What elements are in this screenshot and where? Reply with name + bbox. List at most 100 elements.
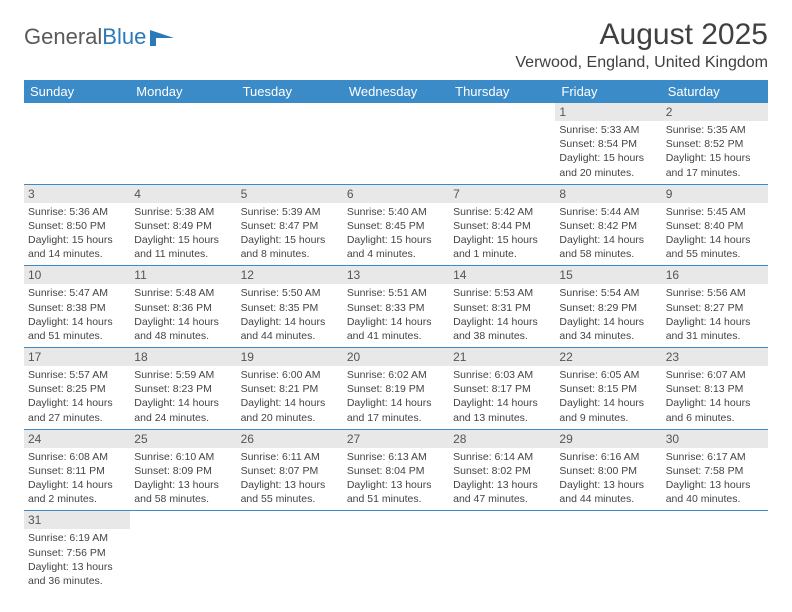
day-number (555, 511, 661, 529)
calendar-row: 17Sunrise: 5:57 AMSunset: 8:25 PMDayligh… (24, 348, 768, 430)
header-right: August 2025 Verwood, England, United Kin… (515, 18, 768, 72)
day-number (662, 511, 768, 529)
day-details: Sunrise: 5:51 AMSunset: 8:33 PMDaylight:… (343, 284, 449, 347)
page-header: GeneralBlue August 2025 Verwood, England… (24, 18, 768, 72)
day-details: Sunrise: 5:38 AMSunset: 8:49 PMDaylight:… (130, 203, 236, 266)
calendar-cell: 26Sunrise: 6:11 AMSunset: 8:07 PMDayligh… (237, 429, 343, 511)
calendar-body: 1Sunrise: 5:33 AMSunset: 8:54 PMDaylight… (24, 103, 768, 592)
day-number (449, 511, 555, 529)
calendar-cell: 7Sunrise: 5:42 AMSunset: 8:44 PMDaylight… (449, 184, 555, 266)
day-details: Sunrise: 5:33 AMSunset: 8:54 PMDaylight:… (555, 121, 661, 184)
day-details: Sunrise: 5:45 AMSunset: 8:40 PMDaylight:… (662, 203, 768, 266)
day-details: Sunrise: 6:00 AMSunset: 8:21 PMDaylight:… (237, 366, 343, 429)
day-number: 29 (555, 430, 661, 448)
calendar-cell: 15Sunrise: 5:54 AMSunset: 8:29 PMDayligh… (555, 266, 661, 348)
day-number: 6 (343, 185, 449, 203)
calendar-cell (237, 103, 343, 184)
day-number: 11 (130, 266, 236, 284)
calendar-cell (449, 511, 555, 592)
day-number (130, 511, 236, 529)
day-details: Sunrise: 5:47 AMSunset: 8:38 PMDaylight:… (24, 284, 130, 347)
day-number: 9 (662, 185, 768, 203)
calendar-cell: 27Sunrise: 6:13 AMSunset: 8:04 PMDayligh… (343, 429, 449, 511)
weekday-header: Friday (555, 80, 661, 103)
calendar-cell: 2Sunrise: 5:35 AMSunset: 8:52 PMDaylight… (662, 103, 768, 184)
day-number: 3 (24, 185, 130, 203)
calendar-cell: 12Sunrise: 5:50 AMSunset: 8:35 PMDayligh… (237, 266, 343, 348)
day-number: 23 (662, 348, 768, 366)
day-number: 14 (449, 266, 555, 284)
day-number: 2 (662, 103, 768, 121)
location: Verwood, England, United Kingdom (515, 54, 768, 72)
calendar-cell: 18Sunrise: 5:59 AMSunset: 8:23 PMDayligh… (130, 348, 236, 430)
calendar-cell: 24Sunrise: 6:08 AMSunset: 8:11 PMDayligh… (24, 429, 130, 511)
calendar-row: 24Sunrise: 6:08 AMSunset: 8:11 PMDayligh… (24, 429, 768, 511)
calendar-row: 31Sunrise: 6:19 AMSunset: 7:56 PMDayligh… (24, 511, 768, 592)
calendar-cell: 4Sunrise: 5:38 AMSunset: 8:49 PMDaylight… (130, 184, 236, 266)
logo-text-1: General (24, 24, 102, 50)
calendar-cell: 9Sunrise: 5:45 AMSunset: 8:40 PMDaylight… (662, 184, 768, 266)
calendar-cell: 22Sunrise: 6:05 AMSunset: 8:15 PMDayligh… (555, 348, 661, 430)
calendar-cell: 10Sunrise: 5:47 AMSunset: 8:38 PMDayligh… (24, 266, 130, 348)
day-number (237, 511, 343, 529)
day-number: 25 (130, 430, 236, 448)
day-details: Sunrise: 5:44 AMSunset: 8:42 PMDaylight:… (555, 203, 661, 266)
calendar-cell: 1Sunrise: 5:33 AMSunset: 8:54 PMDaylight… (555, 103, 661, 184)
calendar-cell (130, 103, 236, 184)
day-number: 19 (237, 348, 343, 366)
day-details: Sunrise: 6:13 AMSunset: 8:04 PMDaylight:… (343, 448, 449, 511)
day-details: Sunrise: 6:03 AMSunset: 8:17 PMDaylight:… (449, 366, 555, 429)
day-details: Sunrise: 6:10 AMSunset: 8:09 PMDaylight:… (130, 448, 236, 511)
day-number: 31 (24, 511, 130, 529)
calendar-cell: 28Sunrise: 6:14 AMSunset: 8:02 PMDayligh… (449, 429, 555, 511)
calendar-row: 3Sunrise: 5:36 AMSunset: 8:50 PMDaylight… (24, 184, 768, 266)
calendar-cell: 17Sunrise: 5:57 AMSunset: 8:25 PMDayligh… (24, 348, 130, 430)
day-number (237, 103, 343, 121)
day-number: 24 (24, 430, 130, 448)
calendar-cell (24, 103, 130, 184)
day-details: Sunrise: 6:14 AMSunset: 8:02 PMDaylight:… (449, 448, 555, 511)
day-details: Sunrise: 5:56 AMSunset: 8:27 PMDaylight:… (662, 284, 768, 347)
calendar-cell: 21Sunrise: 6:03 AMSunset: 8:17 PMDayligh… (449, 348, 555, 430)
day-details: Sunrise: 6:11 AMSunset: 8:07 PMDaylight:… (237, 448, 343, 511)
day-number (24, 103, 130, 121)
day-number: 1 (555, 103, 661, 121)
day-number: 30 (662, 430, 768, 448)
calendar-cell (130, 511, 236, 592)
day-number: 28 (449, 430, 555, 448)
calendar-cell (237, 511, 343, 592)
calendar-cell: 13Sunrise: 5:51 AMSunset: 8:33 PMDayligh… (343, 266, 449, 348)
day-number: 26 (237, 430, 343, 448)
calendar-cell: 3Sunrise: 5:36 AMSunset: 8:50 PMDaylight… (24, 184, 130, 266)
day-number: 10 (24, 266, 130, 284)
day-details: Sunrise: 5:50 AMSunset: 8:35 PMDaylight:… (237, 284, 343, 347)
calendar-cell (343, 511, 449, 592)
day-details: Sunrise: 5:53 AMSunset: 8:31 PMDaylight:… (449, 284, 555, 347)
day-number (343, 511, 449, 529)
day-number: 4 (130, 185, 236, 203)
day-details: Sunrise: 5:39 AMSunset: 8:47 PMDaylight:… (237, 203, 343, 266)
day-number: 12 (237, 266, 343, 284)
calendar-cell (555, 511, 661, 592)
day-details: Sunrise: 6:02 AMSunset: 8:19 PMDaylight:… (343, 366, 449, 429)
day-details: Sunrise: 5:54 AMSunset: 8:29 PMDaylight:… (555, 284, 661, 347)
calendar-table: SundayMondayTuesdayWednesdayThursdayFrid… (24, 80, 768, 592)
weekday-header: Tuesday (237, 80, 343, 103)
day-number: 20 (343, 348, 449, 366)
day-details: Sunrise: 6:07 AMSunset: 8:13 PMDaylight:… (662, 366, 768, 429)
day-details: Sunrise: 5:57 AMSunset: 8:25 PMDaylight:… (24, 366, 130, 429)
day-number (449, 103, 555, 121)
weekday-header: Thursday (449, 80, 555, 103)
day-details: Sunrise: 5:36 AMSunset: 8:50 PMDaylight:… (24, 203, 130, 266)
calendar-cell: 31Sunrise: 6:19 AMSunset: 7:56 PMDayligh… (24, 511, 130, 592)
calendar-cell: 20Sunrise: 6:02 AMSunset: 8:19 PMDayligh… (343, 348, 449, 430)
logo-text-2: Blue (102, 24, 146, 50)
calendar-cell: 6Sunrise: 5:40 AMSunset: 8:45 PMDaylight… (343, 184, 449, 266)
calendar-cell: 25Sunrise: 6:10 AMSunset: 8:09 PMDayligh… (130, 429, 236, 511)
day-number (130, 103, 236, 121)
day-number: 13 (343, 266, 449, 284)
day-details: Sunrise: 6:16 AMSunset: 8:00 PMDaylight:… (555, 448, 661, 511)
weekday-header: Monday (130, 80, 236, 103)
calendar-cell: 14Sunrise: 5:53 AMSunset: 8:31 PMDayligh… (449, 266, 555, 348)
day-details: Sunrise: 5:42 AMSunset: 8:44 PMDaylight:… (449, 203, 555, 266)
